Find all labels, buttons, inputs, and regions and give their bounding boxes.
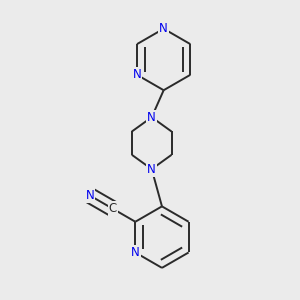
- Text: C: C: [109, 202, 117, 215]
- Text: N: N: [159, 22, 168, 35]
- Text: N: N: [86, 189, 94, 202]
- Text: N: N: [131, 246, 140, 259]
- Text: N: N: [133, 68, 141, 81]
- Text: N: N: [147, 163, 156, 176]
- Text: N: N: [147, 111, 156, 124]
